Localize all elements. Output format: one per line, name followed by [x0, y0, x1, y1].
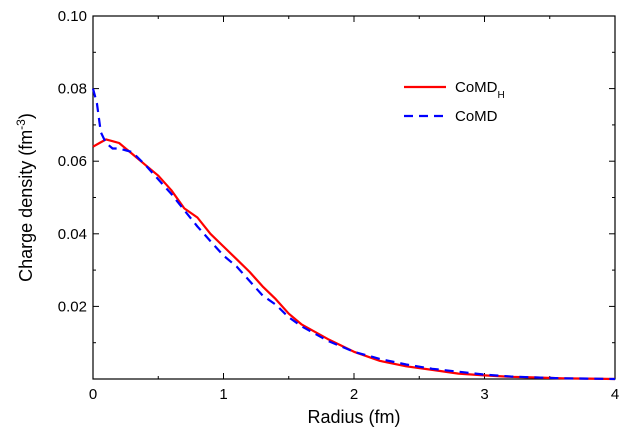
y-tick-label: 0.02 — [58, 298, 87, 315]
y-axis-ticks: 0.02 0.04 0.06 0.08 0.10 — [58, 8, 615, 344]
y-axis-title-exponent: -3 — [14, 119, 28, 130]
series-line-comd-h — [92, 138, 616, 381]
series-group — [91, 88, 616, 381]
plot-frame — [92, 15, 616, 380]
plot-area — [92, 15, 616, 380]
y-tick-label: 0.06 — [58, 153, 87, 170]
y-axis-title-close: ) — [16, 113, 36, 119]
x-tick-label: 4 — [611, 386, 619, 403]
x-tick-label: 2 — [350, 386, 358, 403]
legend-label-comd-h-name: CoMD — [455, 79, 498, 96]
legend-label-comd-h: CoMDH — [455, 79, 505, 101]
series-line-comd — [91, 88, 616, 381]
x-tick-label: 1 — [219, 386, 227, 403]
x-axis-ticks: 0 1 2 3 4 — [89, 16, 619, 403]
y-tick-label: 0.10 — [58, 8, 87, 25]
y-axis-title: Charge density (fm-3) — [14, 113, 36, 282]
legend-label-comd-h-subscript: H — [498, 90, 505, 101]
x-tick-label: 3 — [480, 386, 488, 403]
y-tick-label: 0.08 — [58, 81, 87, 98]
y-axis-title-base: Charge density (fm — [16, 130, 36, 282]
x-axis-title: Radius (fm) — [307, 407, 400, 427]
legend-label-comd: CoMD — [455, 108, 498, 125]
y-tick-label: 0.04 — [58, 226, 87, 243]
legend: CoMDH CoMD — [404, 79, 505, 125]
x-tick-label: 0 — [89, 386, 97, 403]
